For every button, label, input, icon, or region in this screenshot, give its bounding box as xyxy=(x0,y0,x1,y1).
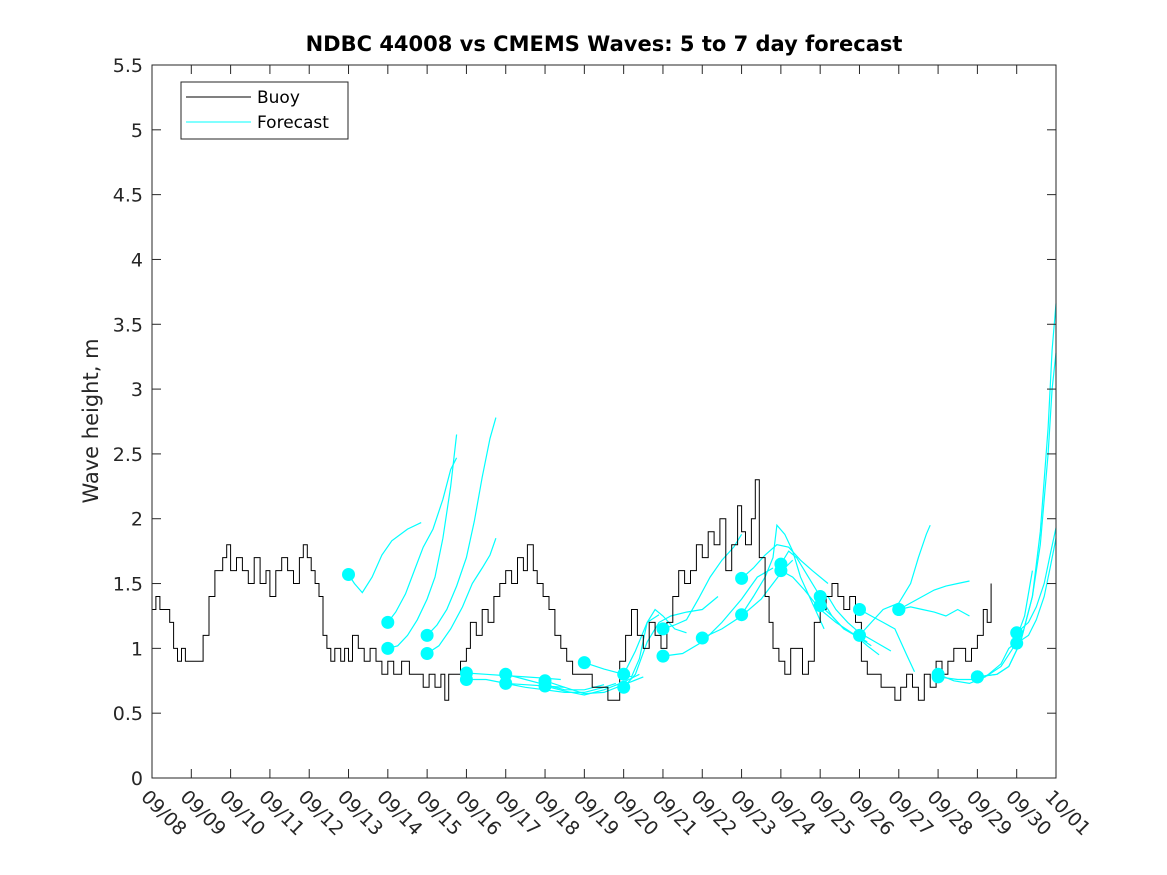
chart-title: NDBC 44008 vs CMEMS Waves: 5 to 7 day fo… xyxy=(306,32,903,56)
forecast-line-26 xyxy=(898,606,970,617)
forecast-start-marker-18 xyxy=(735,608,749,622)
forecast-line-1 xyxy=(387,457,458,623)
forecast-start-marker-20 xyxy=(774,557,788,571)
series-layer xyxy=(152,303,1057,701)
forecast-line-31 xyxy=(1016,527,1057,634)
forecast-start-marker-13 xyxy=(617,680,631,694)
plot-frame xyxy=(151,64,1057,779)
y-tick-label-6: 3 xyxy=(131,379,143,401)
forecast-start-marker-15 xyxy=(656,649,670,663)
forecast-start-marker-0 xyxy=(342,568,355,581)
forecast-line-12 xyxy=(623,608,687,678)
y-tick-label-11: 5.5 xyxy=(113,55,143,77)
forecast-start-marker-12 xyxy=(617,667,631,681)
forecast-line-11 xyxy=(584,614,660,676)
y-tick-label-2: 1 xyxy=(131,638,143,660)
legend: Buoy Forecast xyxy=(180,81,349,140)
legend-box xyxy=(180,81,349,140)
y-axis-label: Wave height, m xyxy=(79,338,103,503)
forecast-line-7 xyxy=(505,673,605,691)
forecast-line-2 xyxy=(387,434,458,649)
marker-layer xyxy=(342,557,1024,694)
forecast-line-24 xyxy=(859,524,931,636)
forecast-start-marker-17 xyxy=(735,571,749,585)
forecast-start-marker-1 xyxy=(381,615,395,629)
forecast-line-10 xyxy=(544,673,640,696)
y-tick-label-3: 1.5 xyxy=(113,574,143,596)
forecast-start-marker-7 xyxy=(499,667,513,681)
forecast-start-marker-24 xyxy=(853,628,866,642)
forecast-line-28 xyxy=(937,641,1018,685)
forecast-start-marker-23 xyxy=(853,603,866,616)
forecast-line-17 xyxy=(741,544,829,584)
y-tick-label-7: 3.5 xyxy=(113,314,143,336)
legend-label-forecast: Forecast xyxy=(257,113,329,133)
forecast-start-marker-2 xyxy=(381,641,395,655)
forecast-line-13 xyxy=(623,596,719,688)
forecast-start-marker-14 xyxy=(656,622,670,636)
y-tick-label-8: 4 xyxy=(131,249,143,271)
forecast-start-marker-26 xyxy=(892,603,906,616)
forecast-line-25 xyxy=(898,580,970,611)
y-tick-label-9: 4.5 xyxy=(113,185,143,207)
forecast-start-marker-30 xyxy=(970,670,984,684)
forecast-line-23 xyxy=(859,608,916,672)
forecast-start-marker-28 xyxy=(931,667,945,681)
forecast-start-marker-32 xyxy=(1010,636,1024,650)
forecast-start-marker-3 xyxy=(420,628,434,642)
forecast-start-marker-22 xyxy=(813,599,827,613)
forecast-line-22 xyxy=(819,605,880,656)
forecast-start-marker-21 xyxy=(813,590,827,603)
forecast-line-15 xyxy=(662,567,774,657)
y-tick-label-0: 0 xyxy=(131,768,143,790)
buoy-line xyxy=(152,479,992,701)
forecast-line-18 xyxy=(741,523,825,630)
y-tick-label-4: 2 xyxy=(131,509,143,531)
forecast-line-4 xyxy=(426,538,497,655)
forecast-start-marker-31 xyxy=(1010,626,1024,640)
y-tick-label-1: 0.5 xyxy=(113,703,143,725)
legend-label-buoy: Buoy xyxy=(257,88,300,108)
plot-area xyxy=(152,65,1056,778)
y-tick-label-10: 5 xyxy=(131,120,143,142)
forecast-start-marker-10 xyxy=(538,679,552,693)
forecast-line-30 xyxy=(977,303,1057,678)
forecast-line-27 xyxy=(938,570,1033,681)
y-tick-label-5: 2.5 xyxy=(113,444,143,466)
forecast-start-marker-16 xyxy=(695,631,709,645)
forecast-line-32 xyxy=(1016,538,1057,644)
forecast-start-marker-8 xyxy=(499,676,513,690)
forecast-start-marker-4 xyxy=(420,647,434,660)
forecast-start-marker-6 xyxy=(459,673,473,686)
forecast-start-marker-11 xyxy=(577,656,591,670)
forecast-line-0 xyxy=(347,522,422,594)
forecast-line-3 xyxy=(426,417,497,636)
